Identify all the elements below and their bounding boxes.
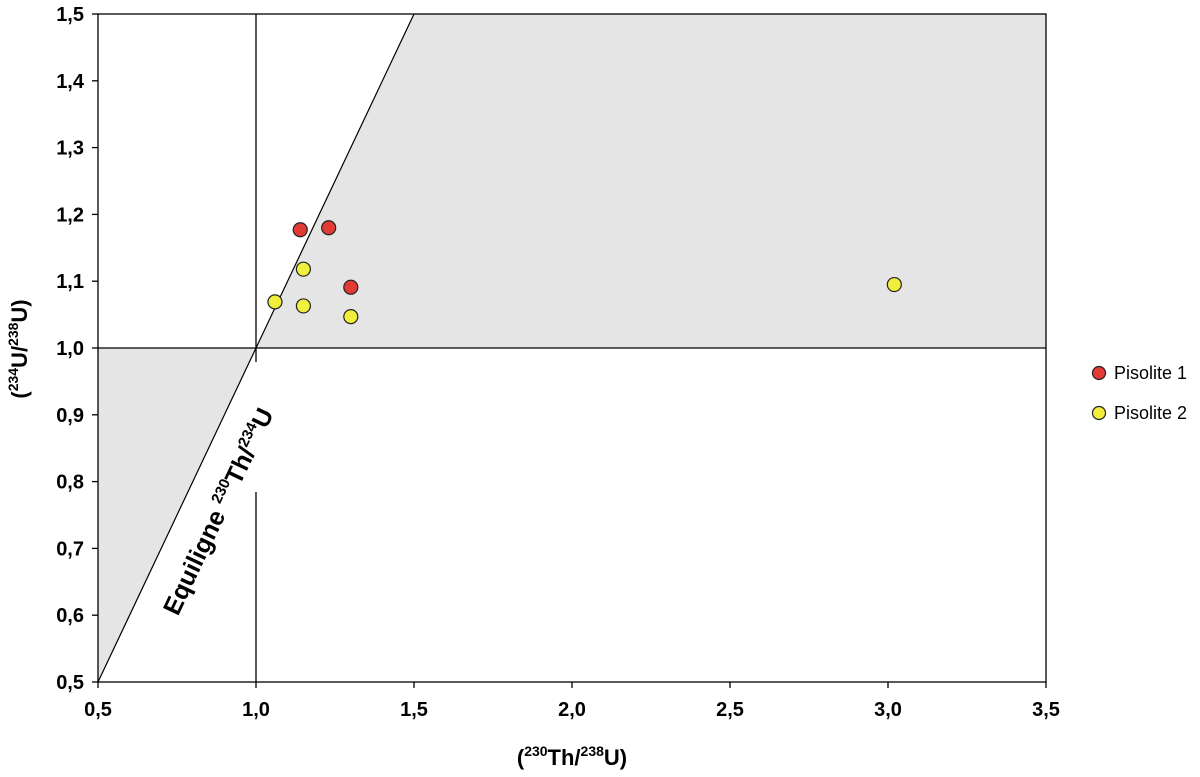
x-tick-label: 2,5 [716,699,744,721]
data-point-pisolite-2 [886,276,902,293]
y-tick-label: 1,4 [56,71,85,93]
y-axis-title: (234U/238U) [5,299,32,398]
y-tick-label: 0,5 [56,672,84,694]
y-tick-label: 0,6 [56,605,84,627]
legend-label: Pisolite 2 [1114,403,1187,423]
data-point-pisolite-2 [295,298,311,314]
data-point-pisolite-1 [343,279,359,295]
shaded-region-upper [256,14,1046,348]
data-point-pisolite-2 [295,261,311,277]
equiline [97,13,415,683]
legend-marker [1091,405,1107,421]
legend-marker [1091,365,1107,381]
y-tick-label: 0,7 [56,538,84,560]
legend: Pisolite 1 Pisolite 2 [1091,363,1187,423]
data-point-pisolite-2 [343,309,359,325]
y-tick-label: 1,3 [56,138,84,160]
y-tick-label: 0,9 [56,405,84,427]
data-point-pisolite-2 [267,294,283,310]
y-tick-label: 1,0 [56,338,84,360]
x-tick-label: 1,0 [242,699,270,721]
y-tick-label: 1,2 [56,204,84,226]
x-tick-label: 1,5 [400,699,428,721]
data-points [267,220,902,325]
x-axis-title: (230Th/238U) [517,743,627,770]
x-tick-label: 3,0 [874,699,902,721]
legend-label: Pisolite 1 [1114,363,1187,383]
reference-lines [97,13,1046,683]
y-tick-label: 0,8 [56,472,84,494]
x-tick-label: 3,5 [1032,699,1060,721]
y-tick-label: 1,5 [56,4,84,26]
data-point-pisolite-1 [321,220,337,236]
axis-ticks: 0,5 1,0 1,5 2,0 2,5 3,0 3,5 0,5 0,6 0,7 0,8 0,9 1,0 1… [56,4,1060,721]
x-tick-label: 0,5 [84,699,112,721]
y-tick-label: 1,1 [56,271,84,293]
data-point-pisolite-1 [292,222,308,238]
axis-titles: (230Th/238U) (234U/238U) [5,299,627,770]
x-tick-label: 2,0 [558,699,586,721]
